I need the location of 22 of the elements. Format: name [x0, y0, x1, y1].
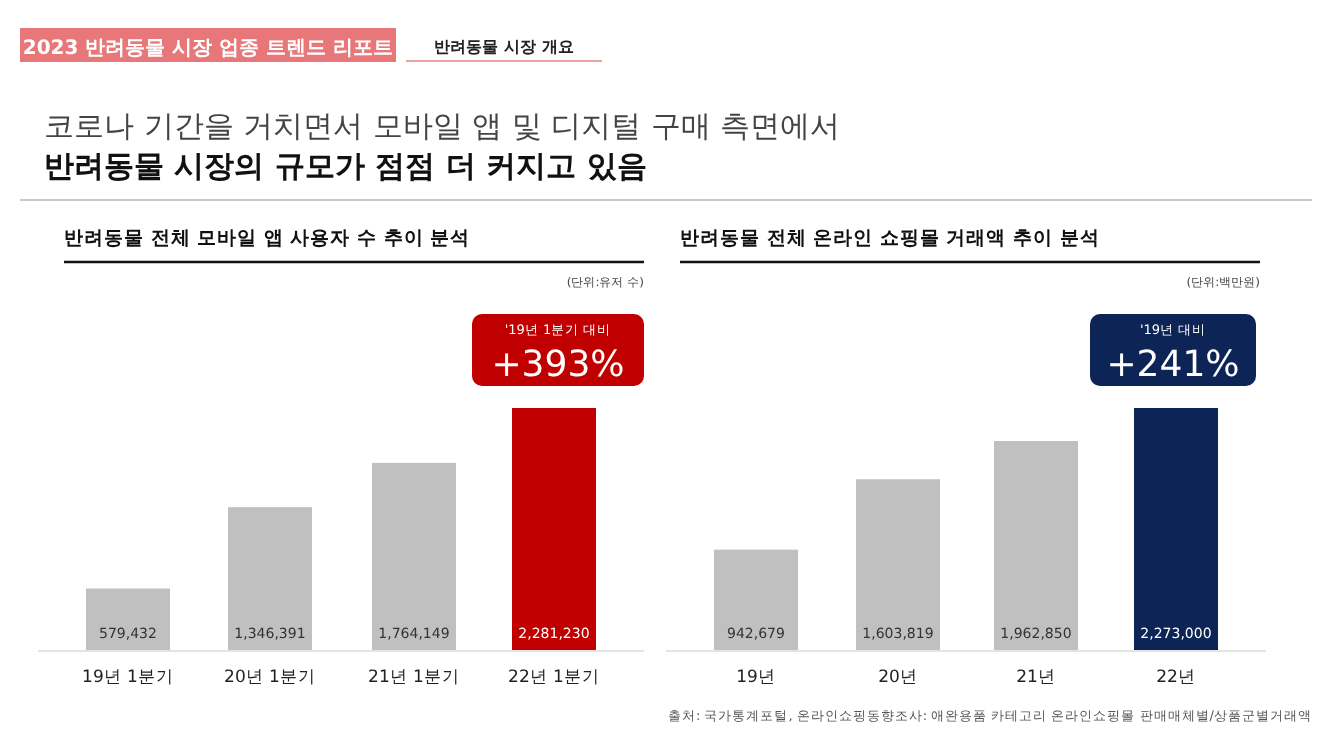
chart-title: 반려동물 전체 모바일 앱 사용자 수 추이 분석 — [64, 228, 471, 250]
chart-title: 반려동물 전체 온라인 쇼핑몰 거래액 추이 분석 — [680, 228, 1100, 250]
bar — [994, 441, 1078, 650]
bar — [856, 479, 940, 650]
x-tick-label: 21년 1분기 — [368, 668, 460, 688]
x-tick-label: 22년 — [1156, 668, 1196, 688]
x-tick-label: 19년 — [736, 668, 776, 688]
bar — [228, 507, 312, 650]
x-tick-label: 20년 1분기 — [224, 668, 316, 688]
bar — [1134, 408, 1218, 650]
text: 반려동물 시장의 규모가 점점 더 커지고 있음 — [44, 148, 647, 184]
x-tick-label: 22년 1분기 — [508, 668, 600, 688]
bar — [714, 549, 798, 650]
text: 2023 반려동물 시장 업종 트렌드 리포트 — [22, 38, 394, 60]
bar — [86, 588, 170, 650]
x-tick-label: 20년 — [878, 668, 918, 688]
bar — [512, 408, 596, 650]
text: 코로나 기간을 거치면서 모바일 앱 및 디지털 구매 측면에서 — [44, 108, 841, 144]
x-tick-label: 21년 — [1016, 668, 1056, 688]
bar — [372, 462, 456, 650]
x-tick-label: 19년 1분기 — [82, 668, 174, 688]
text: 반려동물 시장 개요 — [434, 38, 574, 56]
